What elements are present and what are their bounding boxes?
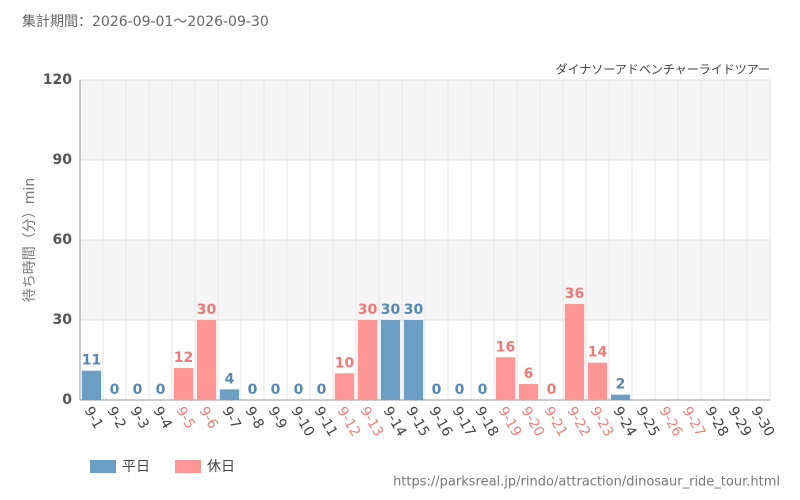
x-tick-label: 9-21 xyxy=(541,404,571,440)
x-tick-label: 9-28 xyxy=(702,404,732,440)
data-label: 4 xyxy=(225,371,235,387)
x-tick-label: 9-15 xyxy=(403,404,433,440)
y-tick-label: 60 xyxy=(53,232,73,248)
x-tick-label: 9-6 xyxy=(196,404,221,432)
bar xyxy=(518,384,539,400)
data-label: 10 xyxy=(335,355,355,371)
x-tick-label: 9-20 xyxy=(518,404,548,440)
y-tick-label: 90 xyxy=(53,152,73,168)
y-tick-label: 30 xyxy=(53,312,73,328)
bar xyxy=(357,320,378,400)
legend-label: 平日 xyxy=(122,459,150,475)
data-label: 6 xyxy=(524,366,534,382)
x-tick-label: 9-4 xyxy=(150,404,175,432)
y-tick-label: 0 xyxy=(62,392,72,408)
chart-title: 集計期間：2026-09-01～2026-09-30 xyxy=(22,13,269,30)
x-tick-label: 9-5 xyxy=(173,404,198,432)
bar xyxy=(587,362,608,400)
legend-label: 休日 xyxy=(207,459,235,475)
y-tick-label: 120 xyxy=(43,72,72,88)
x-tick-label: 9-2 xyxy=(104,404,129,432)
data-label: 30 xyxy=(381,302,401,318)
x-tick-label: 9-24 xyxy=(610,404,640,440)
x-tick-label: 9-1 xyxy=(81,404,106,432)
data-label: 30 xyxy=(358,302,378,318)
x-tick-label: 9-7 xyxy=(219,404,244,432)
data-label: 11 xyxy=(82,353,101,369)
x-tick-label: 9-16 xyxy=(426,404,456,440)
x-tick-label: 9-26 xyxy=(656,404,686,440)
data-label: 0 xyxy=(110,382,120,398)
data-label: 0 xyxy=(547,382,557,398)
x-tick-label: 9-9 xyxy=(265,404,290,432)
legend-swatch xyxy=(175,460,201,473)
y-axis-label: 待ち時間（分）min xyxy=(22,178,38,302)
x-tick-label: 9-8 xyxy=(242,404,267,432)
bar xyxy=(610,394,631,400)
data-label: 0 xyxy=(455,382,465,398)
x-tick-label: 9-27 xyxy=(679,404,709,440)
source-url: https://parksreal.jp/rindo/attraction/di… xyxy=(393,475,780,490)
bar xyxy=(495,357,516,400)
chart-subtitle: ダイナソーアドベンチャーライドツアー xyxy=(556,62,770,77)
data-label: 14 xyxy=(588,345,608,361)
data-label: 0 xyxy=(294,382,304,398)
data-label: 0 xyxy=(248,382,258,398)
x-tick-label: 9-12 xyxy=(334,404,364,440)
data-label: 12 xyxy=(174,350,193,366)
data-label: 16 xyxy=(496,339,515,355)
x-tick-label: 9-10 xyxy=(288,404,318,440)
x-tick-label: 9-14 xyxy=(380,404,410,440)
bar xyxy=(564,304,585,400)
data-label: 0 xyxy=(156,382,166,398)
bar xyxy=(403,320,424,400)
bar xyxy=(219,389,240,400)
data-label: 36 xyxy=(565,286,584,302)
data-label: 0 xyxy=(271,382,281,398)
bar xyxy=(196,320,217,400)
x-tick-label: 9-17 xyxy=(449,404,479,440)
x-tick-label: 9-30 xyxy=(748,404,778,440)
bar xyxy=(334,373,355,400)
data-label: 0 xyxy=(478,382,488,398)
data-label: 30 xyxy=(404,302,424,318)
x-tick-label: 9-18 xyxy=(472,404,502,440)
data-label: 30 xyxy=(197,302,217,318)
x-tick-label: 9-19 xyxy=(495,404,525,440)
data-label: 0 xyxy=(133,382,143,398)
data-label: 0 xyxy=(432,382,442,398)
x-tick-label: 9-3 xyxy=(127,404,152,432)
data-label: 0 xyxy=(317,382,327,398)
legend-swatch xyxy=(90,460,116,473)
data-label: 2 xyxy=(616,377,626,393)
x-tick-label: 9-29 xyxy=(725,404,755,440)
bar xyxy=(173,368,194,400)
x-tick-label: 9-11 xyxy=(311,404,341,440)
bar xyxy=(81,370,102,400)
x-tick-label: 9-25 xyxy=(633,404,663,440)
bar xyxy=(380,320,401,400)
x-tick-label: 9-22 xyxy=(564,404,594,440)
x-tick-label: 9-23 xyxy=(587,404,617,440)
x-tick-label: 9-13 xyxy=(357,404,387,440)
